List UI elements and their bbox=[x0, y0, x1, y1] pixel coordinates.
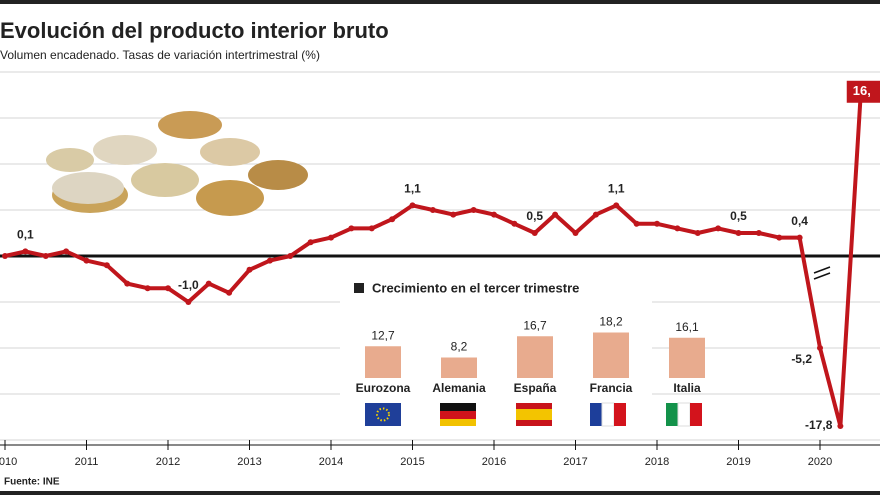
bar bbox=[669, 337, 705, 378]
point bbox=[307, 239, 314, 246]
category-label: Francia bbox=[590, 381, 633, 395]
x-tick-label: 2012 bbox=[156, 456, 180, 468]
category-label: España bbox=[514, 381, 557, 395]
top-rule bbox=[0, 0, 880, 4]
point bbox=[450, 211, 457, 218]
point bbox=[287, 253, 294, 259]
x-tick-label: 2020 bbox=[808, 456, 832, 468]
point bbox=[389, 216, 396, 223]
chart-title: Evolución del producto interior bruto bbox=[0, 18, 389, 43]
point bbox=[266, 257, 273, 264]
point bbox=[22, 248, 29, 255]
x-tick-label: 2013 bbox=[237, 456, 261, 468]
x-tick-label: 2011 bbox=[75, 456, 99, 468]
x-tick-label: 2010 bbox=[0, 456, 17, 468]
data-label: 8,2 bbox=[451, 340, 468, 354]
x-tick-label: 2014 bbox=[319, 456, 343, 468]
point bbox=[205, 280, 212, 287]
data-label: 0,5 bbox=[730, 209, 747, 223]
point bbox=[796, 234, 803, 241]
data-label: 16,1 bbox=[675, 320, 699, 334]
point bbox=[2, 253, 8, 259]
axis-break bbox=[813, 266, 831, 280]
point bbox=[572, 230, 579, 236]
point bbox=[226, 289, 233, 296]
data-label: -17,8 bbox=[805, 418, 833, 432]
point bbox=[83, 257, 90, 264]
bar bbox=[365, 346, 401, 378]
chart-subtitle: Volumen encadenado. Tasas de variación i… bbox=[0, 48, 320, 62]
x-tick-label: 2018 bbox=[645, 456, 669, 468]
x-tick-label: 2019 bbox=[726, 456, 750, 468]
point bbox=[776, 234, 783, 241]
data-label: 0,4 bbox=[791, 214, 808, 228]
data-label: -5,2 bbox=[791, 352, 812, 366]
flags bbox=[365, 402, 702, 427]
data-label: 0,1 bbox=[17, 228, 34, 242]
point bbox=[755, 230, 762, 236]
point bbox=[837, 423, 844, 430]
x-tick-label: 2017 bbox=[563, 456, 587, 468]
category-label: Eurozona bbox=[356, 381, 411, 395]
point bbox=[42, 253, 49, 259]
point bbox=[511, 220, 518, 227]
point bbox=[674, 225, 681, 232]
point bbox=[552, 211, 559, 218]
label-box bbox=[846, 80, 880, 103]
point bbox=[63, 248, 70, 255]
point bbox=[633, 220, 640, 227]
point bbox=[735, 230, 742, 236]
bar bbox=[441, 357, 477, 378]
data-label: 1,1 bbox=[608, 182, 625, 196]
x-tick-label: 2015 bbox=[400, 456, 424, 468]
data-label: 12,7 bbox=[371, 328, 395, 342]
source: Fuente: INE bbox=[4, 477, 60, 488]
data-label: 1,1 bbox=[404, 182, 421, 196]
point bbox=[654, 220, 660, 227]
bottom-rule bbox=[0, 491, 880, 495]
point bbox=[246, 266, 253, 273]
point bbox=[715, 225, 722, 232]
data-label: 16, bbox=[853, 83, 871, 98]
point bbox=[185, 299, 192, 305]
point bbox=[470, 207, 477, 213]
bar bbox=[593, 332, 629, 378]
bar bbox=[517, 336, 553, 378]
point bbox=[409, 202, 416, 209]
point bbox=[144, 285, 151, 292]
data-label: -1,0 bbox=[178, 278, 199, 292]
data-label: 16,7 bbox=[523, 318, 547, 332]
point bbox=[694, 230, 701, 236]
point bbox=[429, 207, 436, 213]
point bbox=[348, 225, 355, 232]
point bbox=[103, 262, 110, 269]
data-label: 0,5 bbox=[526, 209, 543, 223]
point bbox=[124, 280, 131, 287]
category-label: Italia bbox=[673, 381, 701, 395]
category-label: Alemania bbox=[432, 381, 486, 395]
inset-title: Crecimiento en el tercer trimestre bbox=[372, 280, 579, 295]
inset-marker bbox=[354, 283, 364, 293]
data-label: 18,2 bbox=[599, 315, 623, 329]
point bbox=[531, 230, 538, 236]
coins-illustration bbox=[46, 111, 308, 216]
point bbox=[328, 234, 334, 241]
point bbox=[817, 344, 823, 351]
point bbox=[592, 211, 599, 218]
point bbox=[613, 202, 620, 209]
x-tick-label: 2016 bbox=[482, 456, 506, 468]
point bbox=[491, 211, 497, 218]
point bbox=[368, 225, 375, 232]
point bbox=[165, 285, 171, 292]
